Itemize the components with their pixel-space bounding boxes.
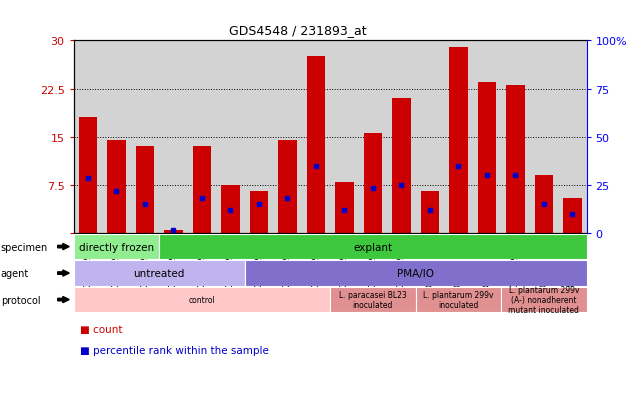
Bar — [79, 118, 97, 233]
Bar — [330, 287, 415, 313]
Text: control: control — [188, 295, 215, 304]
Bar — [449, 47, 467, 233]
Text: L. plantarum 299v
inoculated: L. plantarum 299v inoculated — [423, 290, 494, 309]
Text: directly frozen: directly frozen — [79, 242, 154, 252]
Bar — [107, 140, 126, 233]
Text: agent: agent — [1, 268, 29, 278]
Bar — [136, 147, 154, 233]
Bar — [306, 57, 325, 233]
Bar — [164, 230, 183, 233]
Bar — [392, 99, 411, 233]
Bar — [278, 140, 297, 233]
Bar — [363, 134, 382, 233]
Text: explant: explant — [353, 242, 392, 252]
Bar — [420, 192, 439, 233]
Text: ■ count: ■ count — [80, 324, 122, 334]
Bar — [335, 182, 354, 233]
Bar — [478, 83, 496, 233]
Text: specimen: specimen — [1, 242, 48, 252]
Text: GDS4548 / 231893_at: GDS4548 / 231893_at — [229, 24, 367, 37]
Text: L. paracasei BL23
inoculated: L. paracasei BL23 inoculated — [339, 290, 407, 309]
Bar — [74, 261, 245, 286]
Bar — [415, 287, 501, 313]
Text: ■ percentile rank within the sample: ■ percentile rank within the sample — [80, 345, 269, 355]
Text: L. plantarum 299v
(A-) nonadherent
mutant inoculated: L. plantarum 299v (A-) nonadherent mutan… — [508, 285, 579, 315]
Bar — [501, 287, 587, 313]
Bar — [221, 185, 240, 233]
Bar — [193, 147, 211, 233]
Bar — [563, 198, 581, 233]
Text: protocol: protocol — [1, 295, 40, 305]
Bar — [245, 261, 587, 286]
Bar — [74, 287, 330, 313]
Bar — [506, 86, 524, 233]
Bar — [249, 192, 268, 233]
Text: PMA/IO: PMA/IO — [397, 268, 434, 278]
Bar — [159, 234, 587, 260]
Bar — [535, 176, 553, 233]
Text: untreated: untreated — [133, 268, 185, 278]
Bar — [74, 234, 159, 260]
